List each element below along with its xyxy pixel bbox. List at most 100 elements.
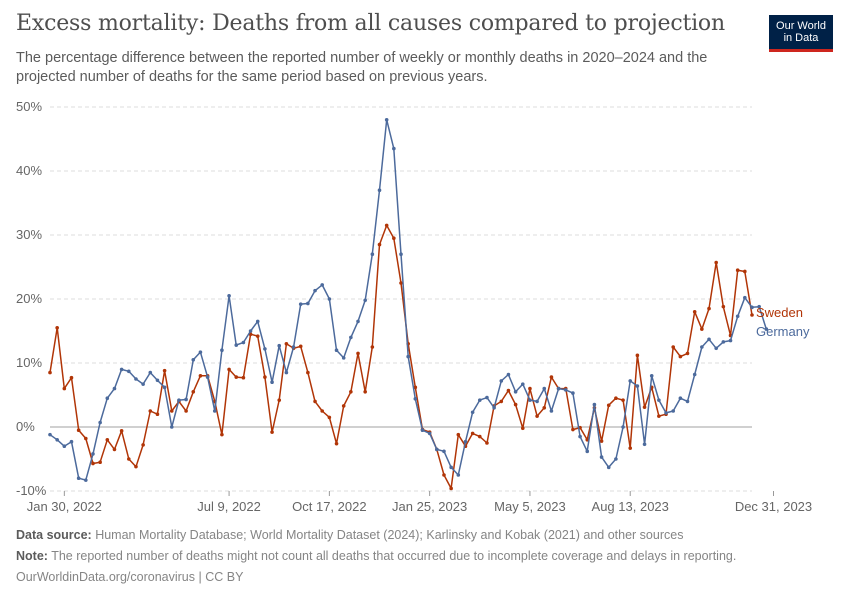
germany-point	[62, 444, 67, 449]
sweden-point	[520, 426, 525, 431]
germany-point	[363, 298, 367, 303]
sweden-point	[671, 345, 676, 349]
germany-point	[563, 388, 568, 392]
germany-point	[227, 294, 231, 298]
sweden-point	[141, 443, 145, 447]
sweden-point	[198, 374, 203, 378]
germany-point	[628, 379, 633, 383]
sweden-point	[234, 375, 239, 379]
germany-point	[714, 346, 718, 351]
germany-point	[177, 398, 181, 402]
germany-point	[721, 340, 726, 344]
sweden-point	[270, 430, 274, 434]
sweden-point	[298, 344, 303, 349]
sweden-point	[169, 409, 174, 413]
germany-point	[700, 345, 704, 349]
germany-point	[413, 397, 418, 401]
germany-point	[84, 478, 88, 482]
sweden-point	[105, 438, 110, 442]
sweden-point	[341, 404, 346, 408]
sweden-point	[76, 428, 81, 433]
sweden-point	[334, 441, 339, 446]
sweden-point	[642, 405, 647, 409]
germany-point	[334, 348, 339, 353]
germany-point	[284, 370, 289, 375]
y-tick-label: 10%	[16, 355, 42, 370]
germany-point	[456, 473, 461, 477]
germany-point	[664, 411, 668, 415]
sweden-point	[98, 460, 102, 465]
sweden-point	[714, 260, 718, 265]
sweden-point	[628, 446, 633, 450]
sweden-point	[528, 386, 532, 391]
x-tick-label: May 5, 2023	[494, 499, 566, 514]
germany-point	[220, 348, 224, 353]
germany-point	[757, 304, 761, 309]
germany-point	[571, 391, 575, 395]
germany-point	[657, 398, 661, 402]
grid-lines	[50, 106, 752, 492]
sweden-point	[363, 390, 367, 394]
sweden-point	[449, 486, 453, 491]
sweden-point	[112, 447, 117, 452]
sweden-point	[356, 351, 360, 356]
germany-point	[485, 395, 489, 400]
germany-point	[635, 384, 640, 388]
x-axis-ticks: Jan 30, 2022 Jul 9, 2022 Oct 17, 2022 Jan 2…	[27, 491, 812, 514]
germany-point	[377, 188, 382, 192]
sweden-point	[678, 354, 683, 359]
x-tick-label: Dec 31, 2023	[735, 499, 812, 514]
sweden-point	[477, 434, 482, 439]
germany-point	[528, 398, 532, 402]
data-source-text: Human Mortality Database; World Mortalit…	[91, 528, 684, 542]
germany-point	[356, 319, 360, 324]
germany-point	[98, 420, 102, 425]
sweden-point	[306, 370, 310, 375]
germany-point	[191, 358, 196, 362]
germany-point	[707, 337, 711, 342]
sweden-point	[313, 399, 317, 404]
germany-point	[535, 399, 539, 404]
sweden-point	[119, 429, 124, 433]
chart-subtitle: The percentage difference between the re…	[16, 50, 708, 85]
sweden-point	[606, 403, 611, 408]
germany-point	[298, 302, 303, 306]
sweden-point	[506, 388, 511, 393]
sweden-point	[721, 304, 726, 309]
sweden-point	[413, 385, 418, 390]
germany-point	[327, 297, 332, 301]
x-tick-label: Jan 25, 2023	[392, 499, 467, 514]
note-line: Note: The reported number of deaths migh…	[16, 549, 736, 563]
germany-point	[263, 347, 267, 351]
germany-point	[449, 465, 453, 470]
sweden-point	[377, 242, 382, 247]
sweden-point	[91, 461, 95, 466]
germany-point	[119, 367, 124, 372]
germany-point	[492, 406, 496, 410]
germany-point	[134, 377, 138, 381]
note-label: Note:	[16, 549, 48, 563]
germany-point	[606, 465, 611, 470]
source-url[interactable]: OurWorldinData.org/coronavirus | CC BY	[16, 570, 244, 584]
germany-point	[743, 295, 747, 300]
sweden-point	[126, 457, 131, 461]
y-tick-label: 50%	[16, 99, 42, 114]
germany-point	[277, 343, 282, 348]
series-label-sweden[interactable]: Sweden	[756, 305, 803, 320]
owid-logo[interactable]: Our World in Data	[769, 15, 833, 52]
note-text: The reported number of deaths might not …	[47, 549, 737, 563]
x-tick-label: Aug 13, 2023	[592, 499, 669, 514]
sweden-point	[55, 326, 59, 330]
series-label-germany[interactable]: Germany	[756, 324, 810, 339]
data-source-label: Data source:	[16, 528, 92, 542]
data-source-line: Data source: Human Mortality Database; W…	[16, 528, 683, 542]
sweden-point	[692, 310, 697, 314]
sweden-point	[327, 415, 332, 420]
germany-point	[649, 374, 654, 378]
sweden-point	[184, 409, 188, 413]
sweden-point	[62, 386, 67, 391]
germany-point	[406, 354, 410, 359]
sweden-point	[549, 375, 554, 379]
germany-line[interactable]	[49, 119, 768, 481]
sweden-point	[155, 412, 160, 417]
